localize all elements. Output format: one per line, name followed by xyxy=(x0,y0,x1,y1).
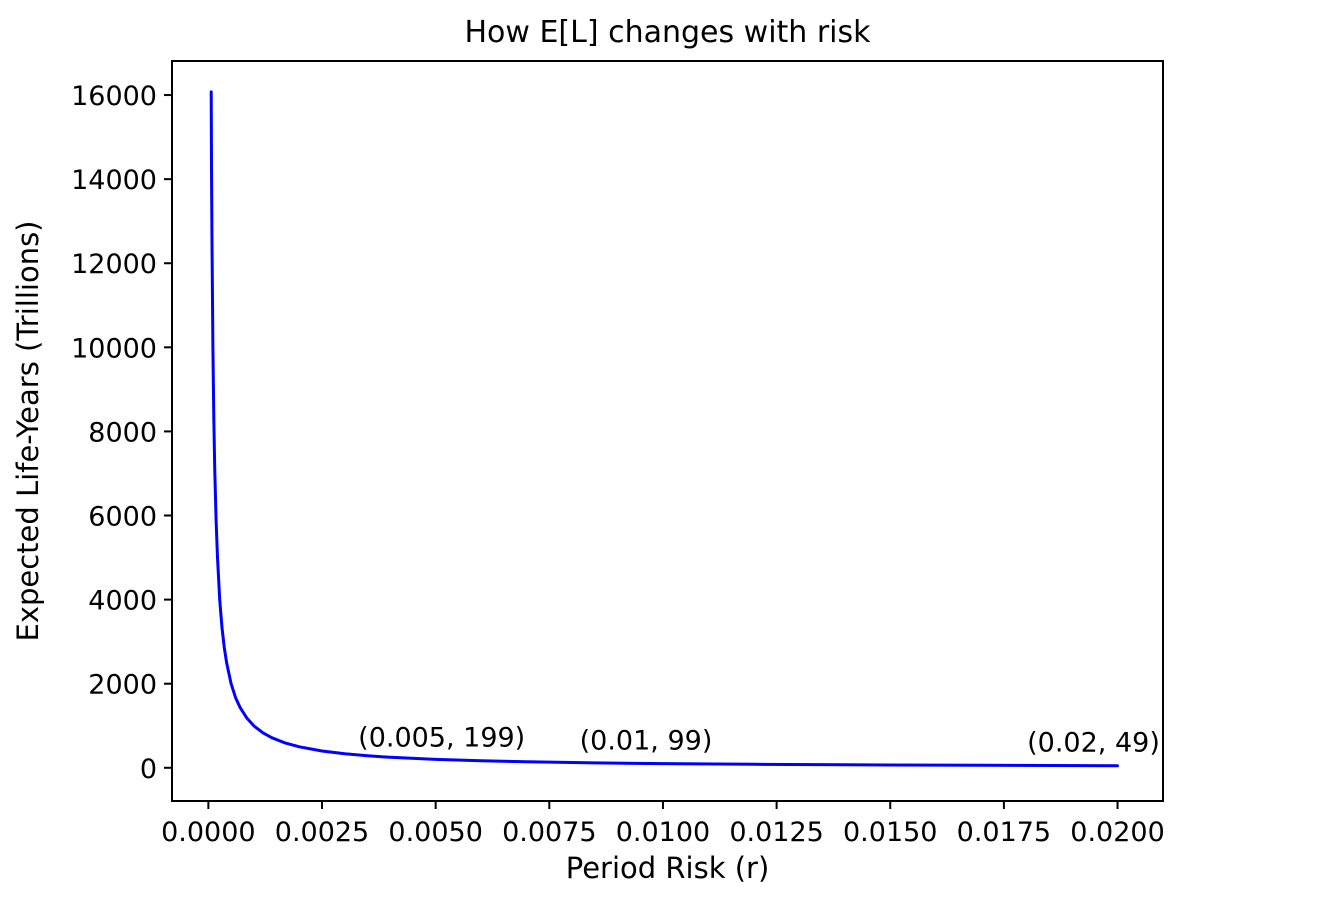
x-tick-label: 0.0175 xyxy=(957,817,1051,848)
x-tick-label: 0.0075 xyxy=(502,817,596,848)
x-axis-label: Period Risk (r) xyxy=(566,851,770,885)
y-tick-label: 8000 xyxy=(88,417,157,448)
x-tick-label: 0.0200 xyxy=(1070,817,1164,848)
y-tick-label: 16000 xyxy=(71,81,157,112)
y-tick-label: 10000 xyxy=(71,333,157,364)
series-layer xyxy=(209,90,1119,768)
point-annotation: (0.02, 49) xyxy=(1027,728,1160,759)
chart-title: How E[L] changes with risk xyxy=(464,15,871,50)
y-tick-label: 4000 xyxy=(88,586,157,617)
y-tick-label: 0 xyxy=(140,754,157,785)
y-axis-label: Expected Life-Years (Trillions) xyxy=(11,221,45,642)
point-annotation: (0.01, 99) xyxy=(580,726,713,757)
x-tick-label: 0.0050 xyxy=(388,817,482,848)
annotation-layer: (0.005, 199) (0.01, 99) (0.02, 49) xyxy=(358,722,1160,758)
point-annotation: (0.005, 199) xyxy=(358,722,525,753)
plot-area xyxy=(171,60,1164,802)
x-tick-label: 0.0150 xyxy=(843,817,937,848)
x-tick-label: 0.0100 xyxy=(616,817,710,848)
y-tick-label: 2000 xyxy=(88,670,157,701)
series-line xyxy=(209,90,1119,768)
y-tick-label: 12000 xyxy=(71,249,157,280)
x-axis-ticks: 0.0000 0.0025 0.0050 0.0075 0.0100 0.0125 0.01… xyxy=(161,801,1165,848)
x-tick-label: 0.0000 xyxy=(161,817,255,848)
x-tick-label: 0.0025 xyxy=(275,817,369,848)
y-axis-ticks: 0 2000 4000 6000 8000 10000 12000 14000 16000 xyxy=(71,81,172,785)
y-tick-label: 14000 xyxy=(71,165,157,196)
x-tick-label: 0.0125 xyxy=(729,817,823,848)
y-tick-label: 6000 xyxy=(88,502,157,533)
